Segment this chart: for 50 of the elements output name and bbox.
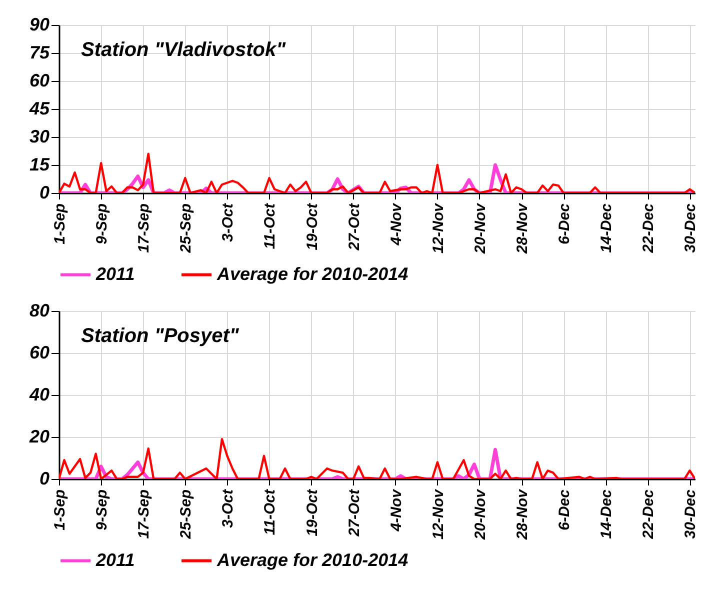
x-tick-label: 9-Sep (94, 490, 111, 530)
x-tick-label: 30-Dec (682, 488, 700, 539)
x-tick-label: 28-Nov (514, 488, 532, 541)
x-tick-label: 28-Nov (514, 202, 532, 255)
x-tick-label: 20-Nov (472, 488, 489, 541)
y-tick-label: 60 (29, 70, 50, 90)
x-tick-label: 17-Sep (136, 204, 153, 253)
x-tick-label: 6-Dec (556, 488, 574, 530)
y-tick-label: 0 (39, 182, 50, 202)
y-tick-label: 45 (28, 98, 50, 118)
text: Station "Vladivostok" (81, 39, 286, 61)
text: Station "Posyet" (81, 325, 240, 347)
y-tick-label: 20 (28, 426, 50, 446)
x-tick-label: 14-Dec (598, 202, 616, 253)
legend-label: 2011 (95, 550, 135, 570)
y-tick-label: 90 (29, 14, 50, 34)
legend-label: Average for 2010-2014 (216, 264, 408, 284)
x-tick-label: 3-Oct (220, 488, 237, 528)
y-tick-label: 60 (29, 342, 50, 362)
x-tick-label: 22-Dec (640, 488, 658, 540)
x-tick-label: 4-Nov (388, 488, 405, 532)
y-tick-label: 0 (39, 468, 50, 488)
x-tick-label: 27-Oct (346, 488, 363, 538)
x-tick-label: 11-Oct (262, 202, 279, 250)
x-tick-label: 3-Oct (220, 202, 237, 242)
x-tick-label: 30-Dec (682, 202, 700, 253)
x-tick-label: 20-Nov (472, 202, 489, 255)
x-tick-label: 19-Oct (304, 202, 321, 250)
legend-label: Average for 2010-2014 (216, 550, 408, 570)
x-tick-label: 19-Oct (304, 488, 321, 536)
x-tick-label: 11-Oct (262, 488, 279, 536)
y-tick-label: 80 (29, 300, 50, 320)
x-tick-label: 25-Sep (178, 490, 195, 540)
x-tick-label: 12-Nov (430, 488, 447, 540)
legend-label: 2011 (95, 264, 135, 284)
y-tick-label: 75 (29, 42, 50, 62)
x-tick-label: 14-Dec (598, 488, 616, 539)
x-tick-label: 12-Nov (430, 202, 447, 254)
y-tick-label: 30 (29, 126, 50, 146)
x-tick-label: 1-Sep (52, 204, 68, 244)
y-tick-label: 15 (29, 154, 50, 174)
x-tick-label: 1-Sep (52, 490, 68, 530)
x-tick-label: 27-Oct (346, 202, 363, 252)
x-tick-label: 4-Nov (388, 202, 405, 246)
x-tick-label: 22-Dec (640, 202, 658, 254)
y-tick-label: 40 (28, 384, 50, 404)
x-tick-label: 6-Dec (556, 202, 574, 244)
x-tick-label: 9-Sep (94, 204, 111, 244)
x-tick-label: 17-Sep (136, 490, 153, 539)
x-tick-label: 25-Sep (178, 204, 195, 254)
